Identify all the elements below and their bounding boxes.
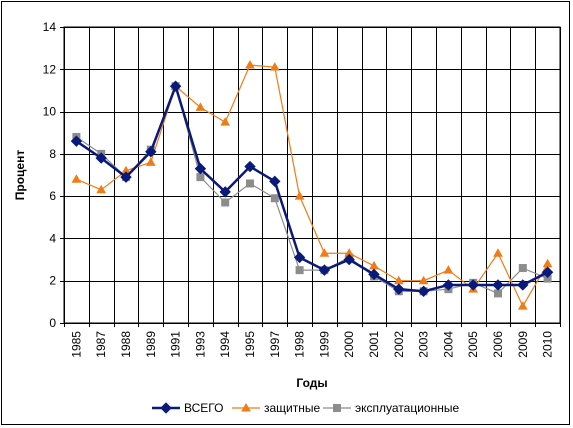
x-tick-label: 1993 — [193, 331, 207, 358]
data-point-zashchitnye — [517, 301, 528, 310]
data-point-vsego — [293, 251, 306, 264]
data-point-zashchitnye — [195, 102, 206, 111]
data-point-zashchitnye — [294, 191, 305, 200]
y-tick-label: 12 — [43, 62, 57, 76]
series — [70, 60, 554, 310]
x-tick-label: 1985 — [69, 331, 83, 358]
data-point-zashchitnye — [245, 60, 255, 69]
data-point-ekspluatatsionnye — [518, 264, 527, 273]
data-point-zashchitnye — [443, 265, 454, 274]
grid — [63, 26, 561, 324]
data-point-ekspluatatsionnye — [270, 194, 279, 203]
x-tick-label: 2001 — [367, 331, 381, 358]
data-point-zashchitnye — [418, 275, 429, 285]
x-tick-label: 2003 — [417, 331, 431, 358]
data-point-zashchitnye — [220, 117, 231, 126]
data-point-vsego — [318, 264, 331, 276]
data-point-vsego — [442, 279, 455, 291]
data-point-vsego — [219, 186, 231, 198]
y-tick-labels: 0 2 4 6 8 10 12 14 — [43, 20, 57, 330]
x-tick-label: 1997 — [268, 331, 282, 358]
y-tick-label: 6 — [49, 189, 56, 203]
data-point-vsego — [269, 175, 281, 188]
data-point-zashchitnye — [145, 157, 156, 166]
data-point-zashchitnye — [71, 174, 82, 183]
y-tick-label: 4 — [49, 231, 56, 245]
legend-marker — [333, 404, 341, 412]
x-tick-label: 2000 — [342, 331, 356, 358]
data-point-vsego — [70, 135, 83, 147]
data-point-vsego — [517, 279, 529, 291]
legend-item-vsego: ВСЕГО — [152, 401, 223, 415]
data-point-zashchitnye — [319, 248, 330, 257]
y-tick-label: 8 — [49, 147, 56, 161]
x-tick-label: 1988 — [119, 331, 133, 358]
legend-marker — [241, 402, 251, 412]
data-point-vsego — [194, 162, 207, 175]
x-tick-label: 1989 — [144, 331, 158, 358]
y-axis-title: Процент — [13, 150, 27, 201]
data-point-vsego — [169, 80, 182, 92]
data-point-zashchitnye — [493, 248, 503, 257]
y-tick-label: 0 — [49, 316, 56, 330]
data-point-vsego — [393, 283, 405, 295]
x-tick-label: 1987 — [94, 331, 108, 358]
legend-label: ВСЕГО — [184, 401, 223, 415]
data-point-ekspluatatsionnye — [494, 289, 502, 298]
x-tick-label: 1995 — [243, 331, 257, 358]
data-point-ekspluatatsionnye — [295, 266, 304, 275]
data-point-vsego — [120, 171, 132, 183]
legend-label: защитные — [264, 401, 321, 415]
data-point-vsego — [541, 266, 554, 278]
series-vsego — [70, 80, 554, 297]
data-point-vsego — [368, 268, 380, 281]
axes — [60, 27, 561, 327]
legend-marker — [160, 402, 172, 414]
x-axis-title: Годы — [296, 376, 327, 390]
data-point-vsego — [467, 279, 479, 291]
data-point-vsego — [492, 279, 504, 291]
y-tick-label: 2 — [49, 274, 56, 288]
x-tick-label: 1999 — [317, 331, 331, 358]
legend-item-zashchitnye: защитные — [232, 401, 321, 415]
data-point-vsego — [244, 160, 256, 173]
data-point-vsego — [95, 152, 107, 164]
legend-label: эксплуатационные — [355, 401, 459, 415]
x-tick-label: 2009 — [516, 331, 530, 358]
x-tick-label: 2005 — [466, 331, 480, 358]
legend-item-ekspluatatsionnye: эксплуатационные — [323, 401, 459, 415]
x-tick-label: 2006 — [491, 331, 505, 358]
series-zashchitnye — [71, 60, 553, 310]
data-point-zashchitnye — [96, 184, 107, 194]
x-tick-label: 2004 — [441, 331, 455, 358]
data-point-ekspluatatsionnye — [196, 173, 205, 182]
x-tick-label: 2010 — [541, 331, 555, 358]
y-tick-label: 10 — [43, 105, 57, 119]
y-tick-label: 14 — [43, 20, 57, 34]
x-tick-label: 1994 — [218, 331, 232, 358]
data-point-ekspluatatsionnye — [221, 198, 230, 207]
data-point-vsego — [145, 146, 157, 158]
legend: ВСЕГО защитные эксплуатационные — [152, 401, 459, 415]
x-tick-label: 2002 — [392, 331, 406, 358]
x-tick-labels: 1985 1987 1988 1989 1991 1993 1994 1995 1997 1998… — [69, 331, 554, 358]
data-point-vsego — [417, 285, 430, 297]
data-point-vsego — [343, 253, 355, 266]
x-tick-label: 1998 — [293, 331, 307, 358]
data-point-zashchitnye — [269, 62, 280, 71]
data-point-ekspluatatsionnye — [246, 179, 254, 188]
x-tick-label: 1991 — [169, 331, 183, 358]
